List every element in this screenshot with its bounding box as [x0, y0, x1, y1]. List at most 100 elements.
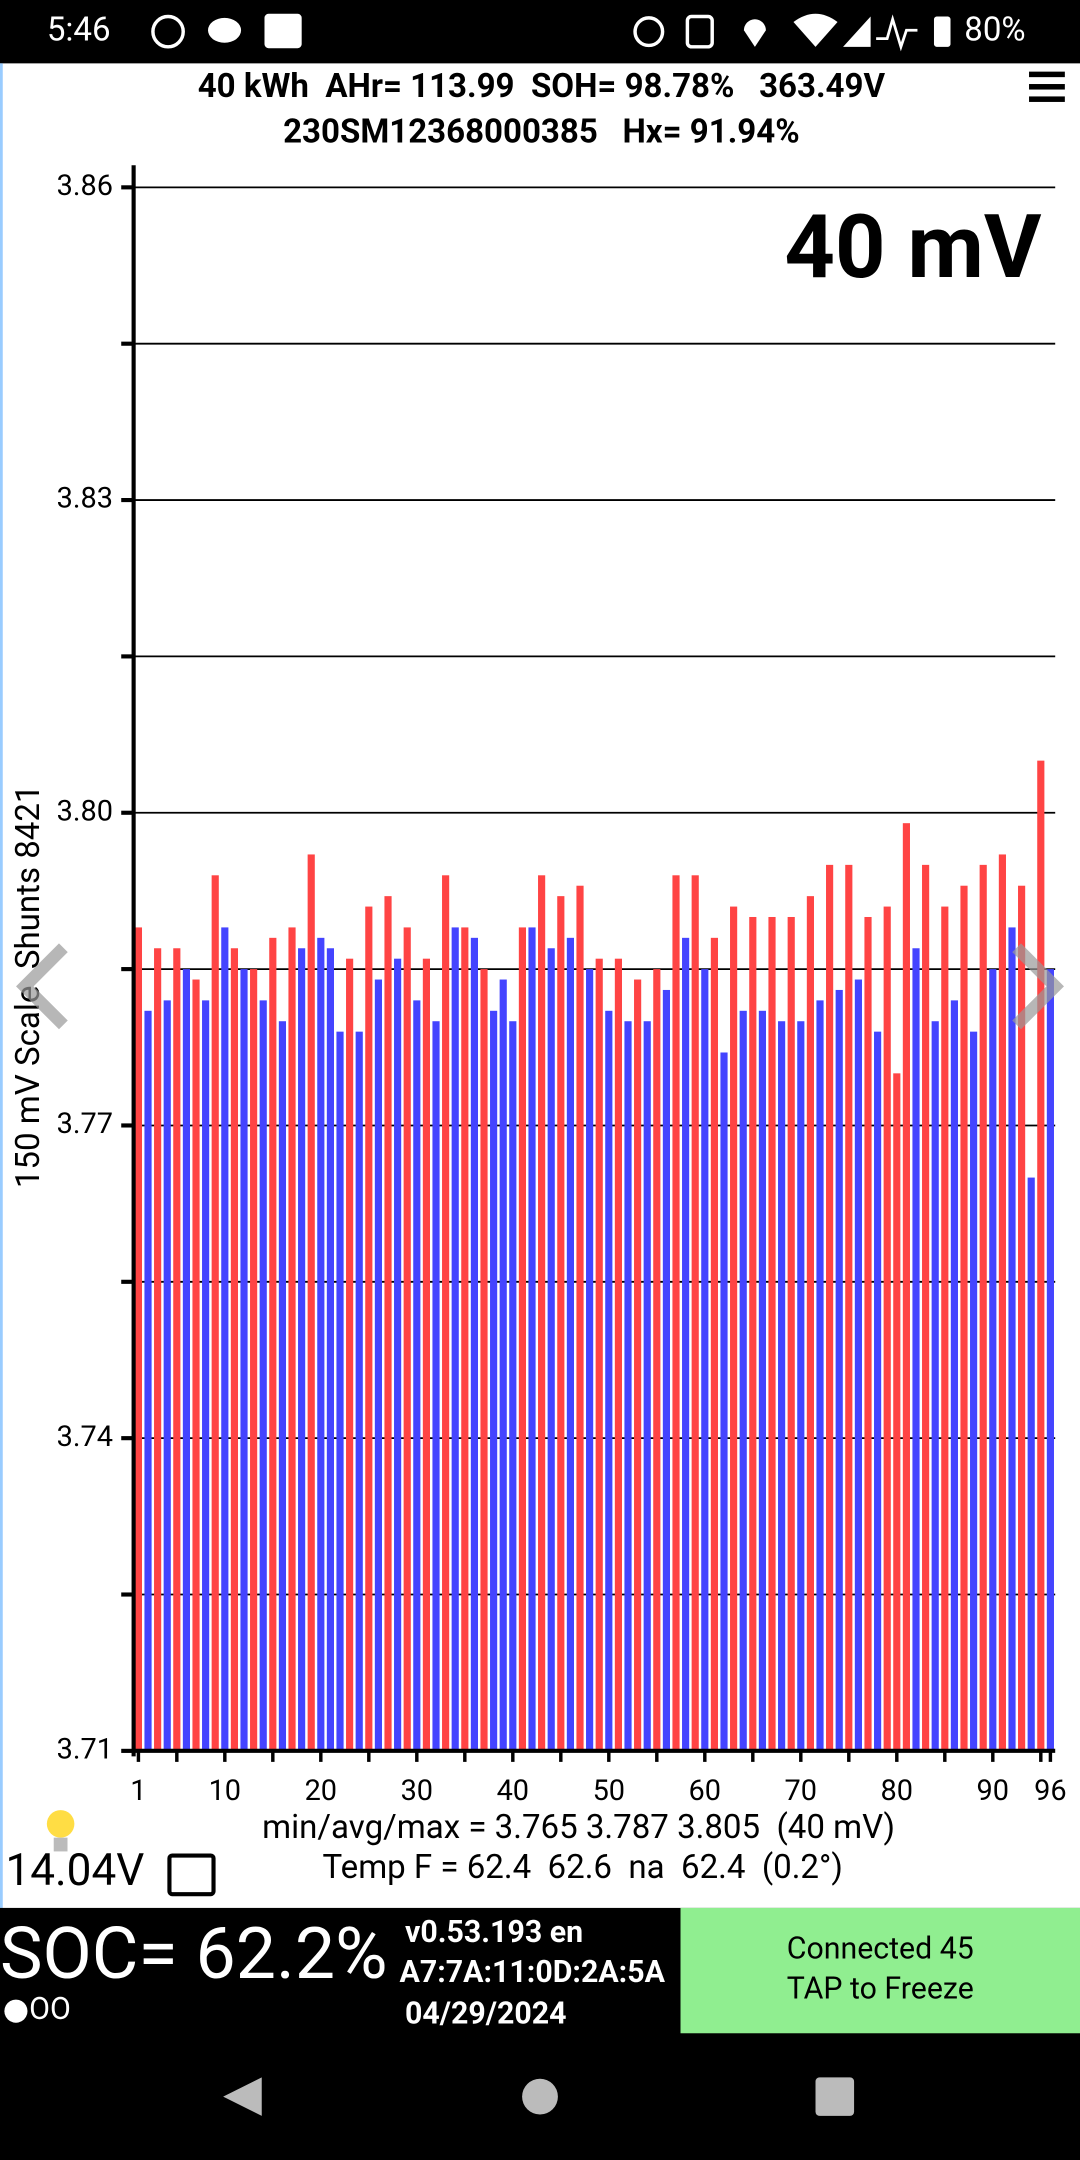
bar — [1046, 969, 1054, 1751]
bar — [672, 875, 680, 1751]
bar — [691, 875, 699, 1751]
bar — [240, 969, 248, 1751]
location-icon — [743, 19, 766, 47]
bar — [682, 937, 690, 1751]
bar — [221, 927, 229, 1751]
battery-icon — [933, 16, 951, 47]
bar — [586, 969, 594, 1751]
temperature: Temp F = 62.4 62.6 na 62.4 (0.2°) — [323, 1848, 843, 1887]
wifi-icon — [793, 13, 838, 47]
bar — [634, 979, 642, 1751]
bar — [336, 1031, 344, 1751]
bar — [1018, 885, 1026, 1751]
bar — [509, 1021, 517, 1751]
nav-back[interactable] — [223, 2077, 262, 2116]
prev-arrow[interactable] — [16, 943, 68, 1030]
bar — [422, 958, 430, 1751]
bulb-icon[interactable] — [46, 1810, 75, 1838]
bar — [288, 927, 296, 1751]
bar — [701, 969, 709, 1751]
bar — [134, 927, 143, 1751]
bar — [154, 948, 162, 1751]
x-tick-label: 90 — [977, 1774, 1010, 1808]
battery-level: 80% — [964, 10, 1025, 49]
bar — [979, 864, 987, 1751]
calendar-icon[interactable] — [167, 1853, 216, 1897]
bar — [941, 906, 949, 1751]
bar — [643, 1021, 651, 1751]
ebay-icon — [264, 13, 302, 49]
clock: 5:46 — [47, 10, 111, 49]
bar — [202, 1000, 210, 1751]
bar — [883, 906, 891, 1751]
y-tick-label: 3.80 — [57, 794, 113, 828]
chart[interactable]: 3.71 3.74 3.77 3.80 3.83 3.86 1 10 20 30 40 50 60 70 8… — [57, 165, 1067, 1808]
x-tick-label: 50 — [593, 1774, 626, 1808]
nav-home[interactable] — [522, 2078, 558, 2115]
bar — [845, 864, 853, 1751]
bar — [902, 823, 910, 1751]
edge — [0, 63, 3, 1908]
bar — [230, 948, 239, 1751]
bar — [970, 1031, 978, 1751]
x-tick-label: 30 — [401, 1774, 434, 1808]
bar — [298, 948, 306, 1751]
bar — [451, 927, 459, 1751]
date: 04/29/2024 — [405, 1996, 567, 2031]
bar — [998, 854, 1006, 1751]
menu-bar[interactable] — [1029, 96, 1065, 102]
bar — [1027, 1177, 1035, 1751]
bar — [326, 948, 335, 1751]
bar — [461, 927, 469, 1751]
bar — [490, 1010, 498, 1751]
bar — [307, 854, 315, 1751]
bar — [864, 916, 872, 1751]
bar — [816, 1000, 824, 1751]
nav-recents[interactable] — [815, 2077, 855, 2116]
bar — [269, 937, 277, 1751]
status-bar — [0, 0, 1080, 64]
bar — [163, 1000, 171, 1751]
bar — [1008, 927, 1016, 1751]
x-tick-label: 40 — [497, 1774, 530, 1808]
bar — [317, 937, 325, 1751]
bar — [710, 937, 718, 1751]
bar — [442, 875, 450, 1751]
bar — [499, 979, 507, 1751]
bar — [576, 885, 584, 1751]
button-bg[interactable] — [680, 1907, 1080, 2034]
bar — [749, 916, 757, 1751]
bar — [365, 906, 373, 1751]
x-tick-label: 80 — [881, 1774, 913, 1808]
bar — [528, 927, 536, 1751]
bar — [960, 885, 968, 1751]
button-line-2[interactable]: TAP to Freeze — [787, 1972, 974, 2007]
soc: SOC= 62.2% — [0, 1913, 388, 1996]
bar — [182, 969, 191, 1751]
bar — [394, 958, 402, 1751]
bar — [778, 1021, 786, 1751]
bar — [355, 1031, 363, 1751]
menu-bar[interactable] — [1029, 71, 1065, 78]
x-tick-label: 70 — [785, 1774, 818, 1808]
scale-label: 40 mV — [784, 195, 1041, 299]
bar — [173, 948, 181, 1751]
menu-bar[interactable] — [1029, 84, 1065, 90]
bar — [739, 1010, 747, 1751]
button-line-1[interactable]: Connected 45 — [787, 1932, 974, 1967]
aux-voltage: 14.04V — [6, 1844, 145, 1896]
y-tick-label: 3.77 — [57, 1107, 113, 1141]
bulb-base[interactable] — [53, 1837, 68, 1852]
bar — [384, 896, 392, 1751]
bar — [912, 948, 920, 1751]
bar — [566, 937, 574, 1751]
menu-button[interactable] — [1029, 71, 1065, 102]
next-arrow[interactable] — [1012, 943, 1064, 1030]
bar — [480, 969, 488, 1751]
header-line-2: 230SM12368000385 Hx= 91.94% — [283, 112, 800, 151]
bar — [595, 958, 603, 1751]
freeze-button[interactable]: Connected 45 TAP to Freeze — [680, 1907, 1080, 2034]
chat-icon — [208, 17, 242, 43]
bar — [835, 989, 843, 1751]
